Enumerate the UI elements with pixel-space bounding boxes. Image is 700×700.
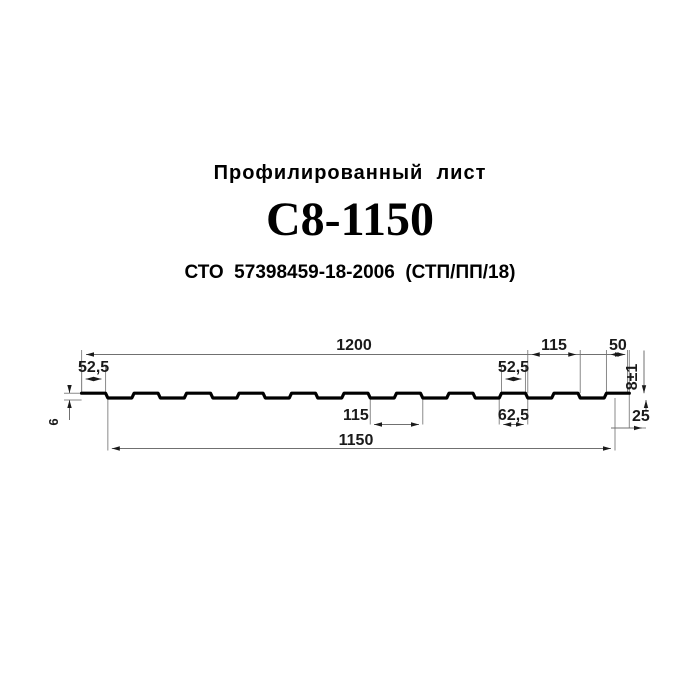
svg-text:1200: 1200 [336,337,372,354]
svg-text:115: 115 [343,407,369,424]
svg-text:62,5: 62,5 [498,407,529,424]
svg-text:52,5: 52,5 [78,359,109,376]
svg-text:25: 25 [632,408,650,425]
svg-text:8±1: 8±1 [624,364,641,391]
svg-text:115: 115 [541,337,567,354]
svg-text:52,5: 52,5 [498,359,529,376]
svg-text:1150: 1150 [339,432,374,449]
svg-text:6: 6 [46,418,61,425]
svg-text:50: 50 [609,337,627,354]
